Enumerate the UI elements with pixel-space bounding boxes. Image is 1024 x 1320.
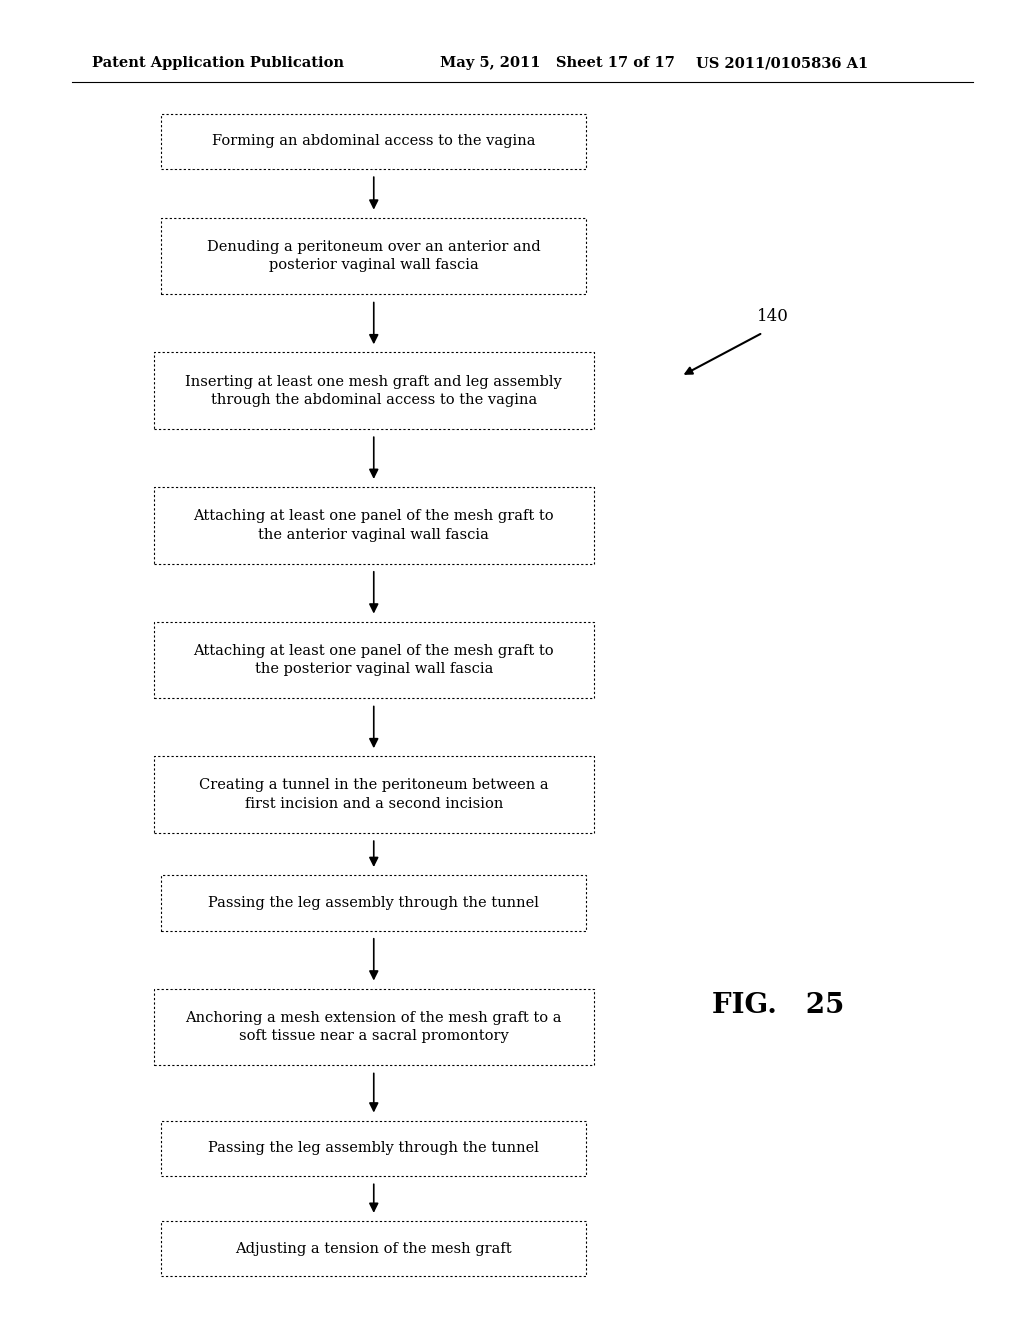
Text: May 5, 2011   Sheet 17 of 17: May 5, 2011 Sheet 17 of 17	[440, 57, 675, 70]
FancyBboxPatch shape	[154, 756, 594, 833]
Text: 140: 140	[757, 309, 790, 325]
Text: Attaching at least one panel of the mesh graft to
the posterior vaginal wall fas: Attaching at least one panel of the mesh…	[194, 644, 554, 676]
Text: Passing the leg assembly through the tunnel: Passing the leg assembly through the tun…	[208, 896, 540, 909]
FancyBboxPatch shape	[162, 1221, 586, 1276]
Text: Creating a tunnel in the peritoneum between a
first incision and a second incisi: Creating a tunnel in the peritoneum betw…	[199, 779, 549, 810]
Text: Attaching at least one panel of the mesh graft to
the anterior vaginal wall fasc: Attaching at least one panel of the mesh…	[194, 510, 554, 541]
Text: Inserting at least one mesh graft and leg assembly
through the abdominal access : Inserting at least one mesh graft and le…	[185, 375, 562, 407]
FancyBboxPatch shape	[154, 487, 594, 564]
FancyBboxPatch shape	[154, 352, 594, 429]
Text: Adjusting a tension of the mesh graft: Adjusting a tension of the mesh graft	[236, 1242, 512, 1255]
Text: Patent Application Publication: Patent Application Publication	[92, 57, 344, 70]
FancyBboxPatch shape	[162, 1121, 586, 1176]
FancyBboxPatch shape	[162, 114, 586, 169]
FancyBboxPatch shape	[154, 989, 594, 1065]
Text: Passing the leg assembly through the tunnel: Passing the leg assembly through the tun…	[208, 1142, 540, 1155]
Text: Denuding a peritoneum over an anterior and
posterior vaginal wall fascia: Denuding a peritoneum over an anterior a…	[207, 240, 541, 272]
FancyBboxPatch shape	[154, 622, 594, 698]
Text: Anchoring a mesh extension of the mesh graft to a
soft tissue near a sacral prom: Anchoring a mesh extension of the mesh g…	[185, 1011, 562, 1043]
FancyBboxPatch shape	[162, 218, 586, 294]
Text: Forming an abdominal access to the vagina: Forming an abdominal access to the vagin…	[212, 135, 536, 148]
Text: US 2011/0105836 A1: US 2011/0105836 A1	[696, 57, 868, 70]
FancyBboxPatch shape	[162, 875, 586, 931]
Text: FIG.   25: FIG. 25	[712, 993, 845, 1019]
